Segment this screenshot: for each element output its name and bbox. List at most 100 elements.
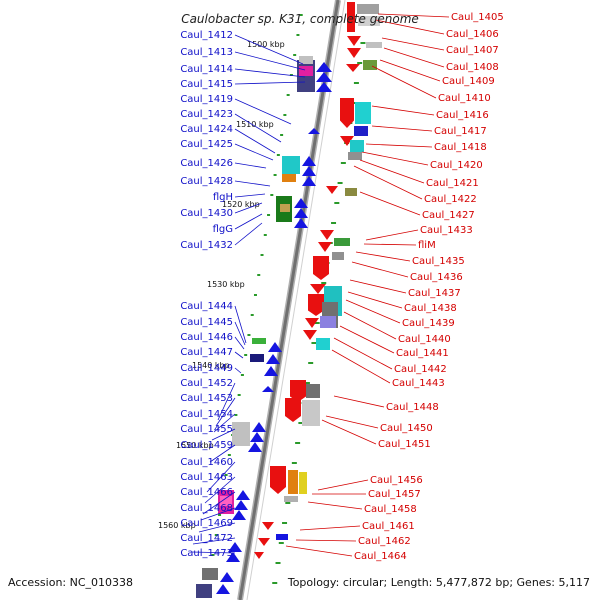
gene-box [334, 238, 350, 246]
leader-line-left [234, 180, 271, 187]
gene-block-reverse [285, 398, 301, 422]
gene-label-left: Caul_1413 [180, 47, 233, 58]
leader-line-left [198, 522, 236, 533]
tick-mark [357, 62, 363, 64]
gene-box [320, 316, 336, 328]
leader-line-right [365, 143, 433, 148]
gene-label-left: Caul_1473 [180, 548, 233, 559]
tick-mark [308, 362, 314, 364]
gene-block-reverse [340, 98, 354, 128]
gene-arrow-reverse [326, 186, 338, 194]
tick-mark [237, 394, 241, 396]
leader-line-right [353, 165, 423, 200]
right-gene-labels: Caul_1405 Caul_1406 Caul_1407 Caul_1408 Caul… [354, 12, 504, 562]
tick-mark [337, 182, 343, 184]
gene-arrow-forward [220, 572, 234, 582]
tick-mark [234, 414, 238, 416]
gene-label-right: fliM [418, 240, 436, 251]
gene-arrow-forward [294, 218, 308, 228]
gene-arrow-forward [228, 542, 242, 552]
gene-box [250, 354, 264, 362]
gene-label-right: Caul_1407 [446, 45, 499, 56]
tick-mark [285, 502, 291, 504]
gene-label-right: Caul_1408 [446, 62, 499, 73]
tick-mark [227, 454, 231, 456]
tick-mark [260, 254, 264, 256]
gene-arrow-forward [226, 552, 240, 562]
gene-arrow-forward [264, 366, 278, 376]
leader-line-left [234, 98, 292, 125]
gene-label-left: Caul_1412 [180, 30, 233, 41]
leader-line-left [234, 128, 276, 154]
kbp-marker: 1510 kbp [236, 120, 274, 129]
gene-box [345, 188, 357, 196]
gene-label-right: Caul_1420 [430, 160, 483, 171]
tick-mark [273, 174, 277, 176]
gene-label-right: Caul_1435 [412, 256, 465, 267]
gene-arrow-forward [234, 500, 248, 510]
tick-mark [289, 74, 293, 76]
tick-mark [314, 322, 320, 324]
gene-label-left: Caul_1415 [180, 79, 233, 90]
leader-line-left [200, 507, 236, 521]
leader-line-left [191, 551, 236, 554]
map-title: Caulobacter sp. K31, complete genome [181, 12, 419, 26]
leader-line-right [347, 291, 403, 309]
leader-line-left [234, 321, 246, 346]
gene-label-right: Caul_1421 [426, 178, 479, 189]
leader-line-right [285, 545, 353, 557]
leader-line-left [234, 34, 304, 65]
tick-mark [240, 374, 244, 376]
tick-mark [253, 294, 257, 296]
gene-label-left: Caul_1468 [180, 503, 233, 514]
gene-label-left: Caul_1452 [180, 378, 233, 389]
leader-line-left [234, 202, 263, 214]
gene-label-left: Caul_1453 [180, 393, 233, 404]
gene-box [276, 534, 288, 540]
gene-arrow-forward [308, 128, 320, 134]
kbp-marker: 1500 kbp [247, 40, 285, 49]
gene-label-right: Caul_1406 [446, 29, 499, 40]
leader-line-left [234, 336, 245, 350]
label-leader-lines [191, 13, 450, 557]
leader-line-right [349, 279, 407, 294]
tick-mark [224, 474, 228, 476]
leader-line-right [345, 299, 401, 324]
leader-line-right [317, 479, 369, 491]
gene-arrow-reverse [303, 330, 317, 340]
gene-arrow-forward [268, 342, 282, 352]
gene-box [252, 338, 266, 344]
gene-label-right: Caul_1422 [424, 194, 477, 205]
tick-mark [272, 582, 278, 584]
leader-line-left [234, 113, 282, 143]
gene-label-left: Caul_1449 [180, 363, 233, 374]
tick-mark [331, 222, 337, 224]
gene-label-right: Caul_1461 [362, 521, 415, 532]
leader-line-left [234, 213, 263, 230]
leader-line-right [371, 125, 433, 132]
gene-label-right: Caul_1436 [410, 272, 463, 283]
gene-label-left: Caul_1423 [180, 109, 233, 120]
gene-block-reverse [308, 294, 324, 316]
gene-box [316, 338, 330, 350]
leader-line-right [371, 105, 435, 116]
gene-arrow-forward [316, 82, 332, 92]
gene-label-left: Caul_1428 [180, 176, 233, 187]
tick-mark [299, 14, 303, 16]
gene-box [232, 422, 250, 446]
gene-label-left: Caul_1432 [180, 240, 233, 251]
gene-arrow-reverse [262, 522, 274, 530]
tick-mark [321, 282, 327, 284]
gene-label-left: Caul_1419 [180, 94, 233, 105]
gene-box [202, 568, 218, 580]
gene-arrow-forward [316, 72, 332, 82]
gene-label-right: Caul_1437 [408, 288, 461, 299]
gene-box [347, 2, 355, 32]
accession-text: Accession: NC_010338 [8, 576, 133, 589]
gene-label-right: Caul_1456 [370, 475, 423, 486]
tick-mark [257, 274, 261, 276]
tick-mark [270, 194, 274, 196]
leader-line-right [361, 151, 429, 166]
